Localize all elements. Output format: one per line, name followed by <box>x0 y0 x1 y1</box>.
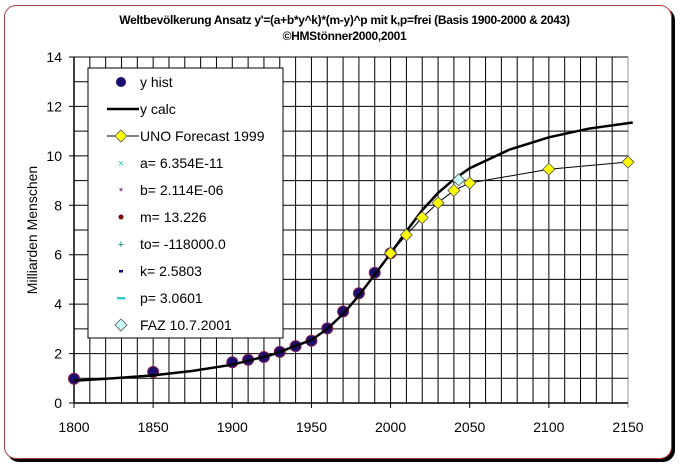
legend-item: p= 3.0601 <box>117 290 203 306</box>
x-tick-label: 1900 <box>217 419 248 435</box>
diamond-outline-icon <box>114 318 128 332</box>
chart-title: Weltbevölkerung Ansatz y'=(a+b*y^k)*(m-y… <box>119 13 570 27</box>
legend-label: a= 6.354E-11 <box>140 155 224 171</box>
x-tick-label: 1950 <box>296 419 327 435</box>
legend-item: y hist <box>116 74 173 90</box>
legend-label: p= 3.0601 <box>140 290 203 306</box>
x-tick-label: 1800 <box>58 419 89 435</box>
legend-box <box>87 67 284 339</box>
data-point <box>337 305 350 318</box>
data-point <box>431 196 445 210</box>
x-tick-label: 1850 <box>138 419 169 435</box>
legend-item: y calc <box>107 101 176 117</box>
series-line <box>73 121 633 383</box>
data-point <box>621 155 635 169</box>
data-point <box>415 211 429 225</box>
series-y-calc <box>73 121 633 383</box>
data-point <box>384 246 398 260</box>
data-point <box>463 176 477 190</box>
legend-item: * b= 2.114E-06 <box>119 182 224 198</box>
legend-item: k= 2.5803 <box>119 263 202 279</box>
data-point <box>542 162 556 176</box>
y-tick-label: 14 <box>46 49 62 65</box>
data-point <box>452 173 466 187</box>
legend-label: UNO Forecast 1999 <box>140 128 265 144</box>
y-tick-label: 12 <box>46 98 62 114</box>
long-dash-marker-icon <box>117 297 125 300</box>
x-tick-label: 2000 <box>375 419 406 435</box>
legend-label: FAZ 10.7.2001 <box>140 317 232 333</box>
legend-label: y hist <box>140 74 173 90</box>
series-faz-10-7-2001 <box>452 173 466 187</box>
circle-marker-icon <box>116 77 126 87</box>
legend-item: × a= 6.354E-11 <box>118 155 224 171</box>
x-tick-label: 2050 <box>454 419 485 435</box>
star-marker-icon: * <box>119 186 124 198</box>
y-tick-label: 2 <box>54 346 62 362</box>
series <box>68 121 635 385</box>
legend-label: b= 2.114E-06 <box>140 182 224 198</box>
y-axis-label: Milliarden Menschen <box>24 166 40 294</box>
diamond-icon <box>114 129 128 143</box>
legend-item: UNO Forecast 1999 <box>107 128 265 144</box>
x-tick-label: 2100 <box>533 419 564 435</box>
series-uno-forecast-1999 <box>384 155 635 260</box>
y-tick-label: 8 <box>54 197 62 213</box>
legend: y hist y calc UNO Forecast 1999 × a= 6.354E-… <box>87 67 284 339</box>
dash-marker-icon <box>119 270 123 273</box>
y-tick-label: 10 <box>46 148 62 164</box>
x-marker-icon: × <box>118 158 124 170</box>
chart-subtitle: ©HMStönner2000,2001 <box>282 29 407 43</box>
legend-item: + to= -118000.0 <box>118 236 226 252</box>
legend-label: m= 13.226 <box>140 209 207 225</box>
data-point <box>399 228 413 242</box>
legend-label: to= -118000.0 <box>140 236 226 252</box>
legend-label: k= 2.5803 <box>140 263 202 279</box>
x-tick-label: 2150 <box>612 419 643 435</box>
dot-marker-icon <box>118 214 124 220</box>
legend-item: m= 13.226 <box>118 209 207 225</box>
legend-item: FAZ 10.7.2001 <box>114 317 232 333</box>
y-tick-label: 0 <box>54 395 62 411</box>
data-point <box>68 372 80 385</box>
axis-ticks: 1800 1850 1900 1950 2000 2050 2100 2150 0 2 4 6 8 10 1… <box>46 49 643 435</box>
legend-label: y calc <box>140 101 176 117</box>
y-tick-label: 4 <box>54 296 62 312</box>
plus-marker-icon: + <box>118 239 124 251</box>
y-tick-label: 6 <box>54 247 62 263</box>
data-point <box>447 183 461 198</box>
